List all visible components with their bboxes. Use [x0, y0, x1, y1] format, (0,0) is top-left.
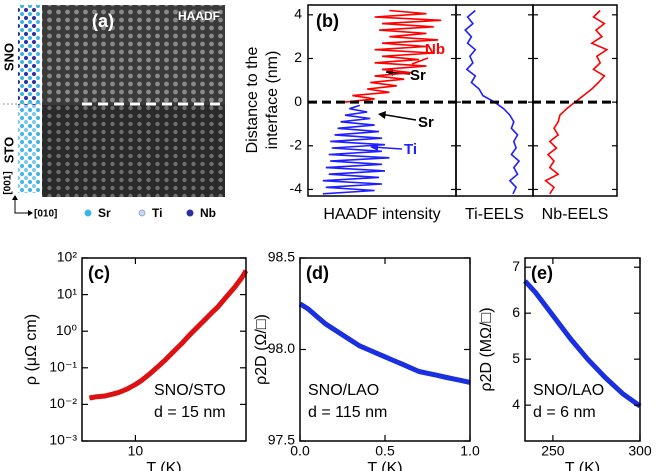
y-tick-label: 4: [512, 396, 520, 412]
y-tick-label: 10⁰: [56, 322, 78, 338]
legend-swatch: [186, 209, 194, 217]
haadf-image-top: [42, 5, 225, 105]
y-tick-label: 10⁻³: [49, 432, 77, 448]
legend-label: Ti: [152, 206, 162, 220]
x-tick-label: 0.0: [290, 443, 310, 459]
legend-swatch: [84, 209, 92, 217]
annotation: d = 115 nm: [308, 404, 387, 421]
x-tick-label: 250: [541, 443, 565, 459]
x-axis-label: Ti-EELS: [465, 206, 524, 223]
y-tick-label: 2: [294, 49, 302, 65]
y-tick-label: 4: [294, 6, 302, 22]
annotation: SNO/LAO: [308, 382, 379, 399]
y-tick-label: -2: [290, 136, 303, 152]
layer-label: STO: [1, 137, 16, 164]
panel-label: (e): [531, 263, 553, 283]
legend-swatch: [138, 209, 146, 217]
annotation: Nb: [425, 41, 445, 58]
axis-direction: [010]: [34, 209, 57, 220]
annotation: SNO/LAO: [533, 382, 604, 399]
x-axis-label: Nb-EELS: [542, 206, 609, 223]
y-axis-label: interface (nm): [264, 51, 281, 150]
y-tick-label: -4: [290, 180, 303, 196]
y-axis-label: ρ2D (Ω/□): [253, 314, 270, 385]
annotation: d = 6 nm: [533, 404, 596, 421]
legend-label: Sr: [98, 206, 111, 220]
data-line: [298, 301, 471, 385]
annotation: Sr: [410, 67, 426, 84]
panel-label: (b): [316, 11, 339, 31]
y-tick-label: 10¹: [57, 285, 78, 301]
panel-label: (d): [306, 263, 329, 283]
layer-label: SNO: [1, 43, 16, 71]
y-tick-label: 10⁻¹: [49, 359, 77, 375]
annotation: Sr: [418, 114, 434, 131]
y-tick-label: 10²: [57, 249, 78, 265]
y-axis-label: ρ2D (MΩ/□): [478, 307, 495, 391]
plot-frame: [81, 257, 247, 442]
data-line: [523, 279, 642, 409]
axis-arrows: [14, 198, 30, 214]
annotation: SNO/STO: [154, 382, 226, 399]
y-axis-label: ρ (μΩ cm): [23, 314, 40, 385]
image-title: HAADF: [178, 9, 220, 23]
y-tick-label: 97.5: [268, 432, 295, 448]
y-tick-label: 0: [294, 93, 302, 109]
annotation: Ti: [404, 141, 417, 158]
legend-label: Nb: [200, 206, 216, 220]
x-tick-label: 0.5: [375, 443, 395, 459]
x-tick-label: 1.0: [460, 443, 480, 459]
atom-model-sno: [18, 5, 40, 105]
panel-label: (a): [92, 11, 114, 31]
y-tick-label: 7: [512, 258, 520, 274]
atom-model-sto: [18, 105, 40, 193]
axis-direction: [001]: [3, 171, 14, 194]
data-line: [88, 269, 249, 401]
annotation: d = 15 nm: [154, 404, 226, 421]
profile-line: [322, 104, 390, 195]
x-tick-label: 300: [628, 443, 652, 459]
x-axis-label: T (K): [146, 460, 181, 471]
arrow-heads: [12, 195, 33, 216]
y-tick-label: 98.5: [268, 249, 295, 265]
y-tick-label: 5: [512, 350, 520, 366]
panel-label: (c): [88, 263, 110, 283]
y-tick-label: 98.0: [268, 340, 295, 356]
y-axis-label: Distance to the: [244, 47, 261, 154]
plot-frame: [524, 257, 641, 442]
x-tick-label: 10: [128, 443, 144, 459]
profile-line: [344, 9, 442, 103]
y-tick-label: 6: [512, 304, 520, 320]
x-axis-label: HAADF intensity: [323, 206, 440, 223]
plot-frame: [532, 4, 618, 197]
x-axis-label: T (K): [367, 460, 402, 471]
y-tick-label: 10⁻²: [49, 395, 77, 411]
haadf-image-bottom: [42, 105, 225, 197]
x-axis-label: T (K): [565, 460, 600, 471]
